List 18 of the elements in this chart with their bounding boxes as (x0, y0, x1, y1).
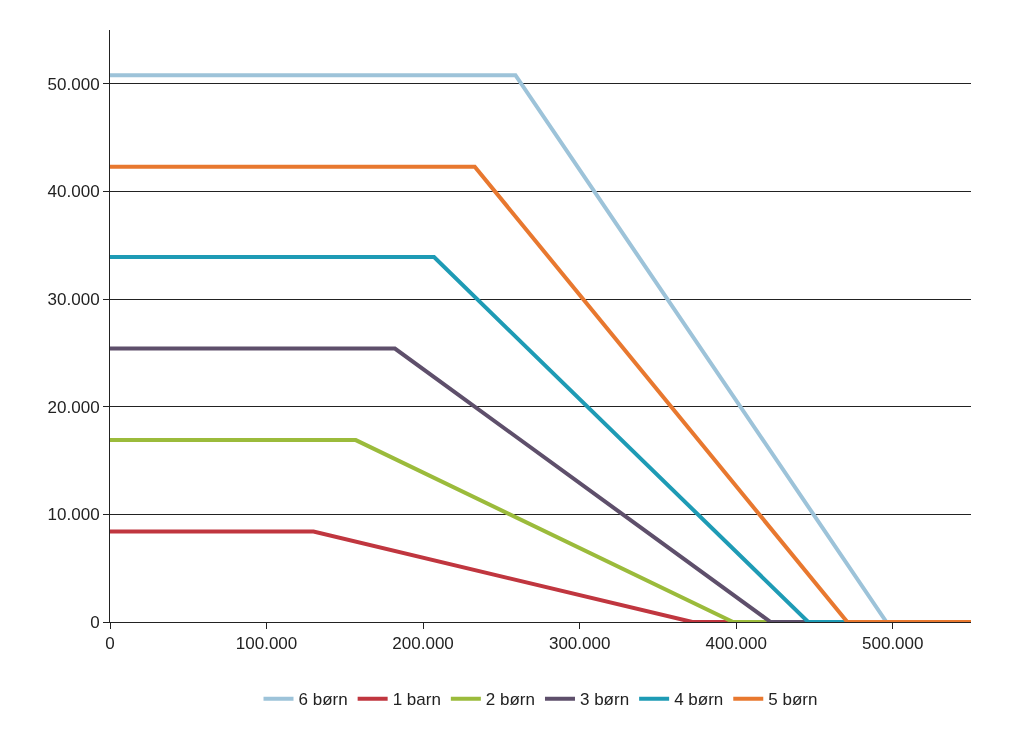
legend-label: 4 børn (674, 690, 724, 710)
legend-label: 5 børn (768, 690, 818, 710)
x-tick-label: 200.000 (392, 634, 454, 654)
legend-label: 6 børn (298, 690, 348, 710)
y-tick-label: 50.000 (47, 74, 100, 94)
y-tick-label: 20.000 (47, 397, 100, 417)
y-tick-label: 30.000 (47, 290, 100, 310)
legend-label: 2 børn (485, 690, 535, 710)
x-tick-label: 0 (105, 634, 115, 654)
y-tick-label: 40.000 (47, 182, 100, 202)
x-tick-label: 500.000 (862, 634, 924, 654)
y-tick-label: 0 (90, 612, 100, 632)
legend-label: 1 barn (392, 690, 441, 710)
x-tick-label: 300.000 (548, 634, 611, 654)
y-tick-label: 10.000 (47, 505, 100, 525)
x-tick-label: 100.000 (235, 634, 298, 654)
x-tick-label: 400.000 (705, 634, 767, 654)
legend-label: 3 børn (579, 690, 630, 710)
